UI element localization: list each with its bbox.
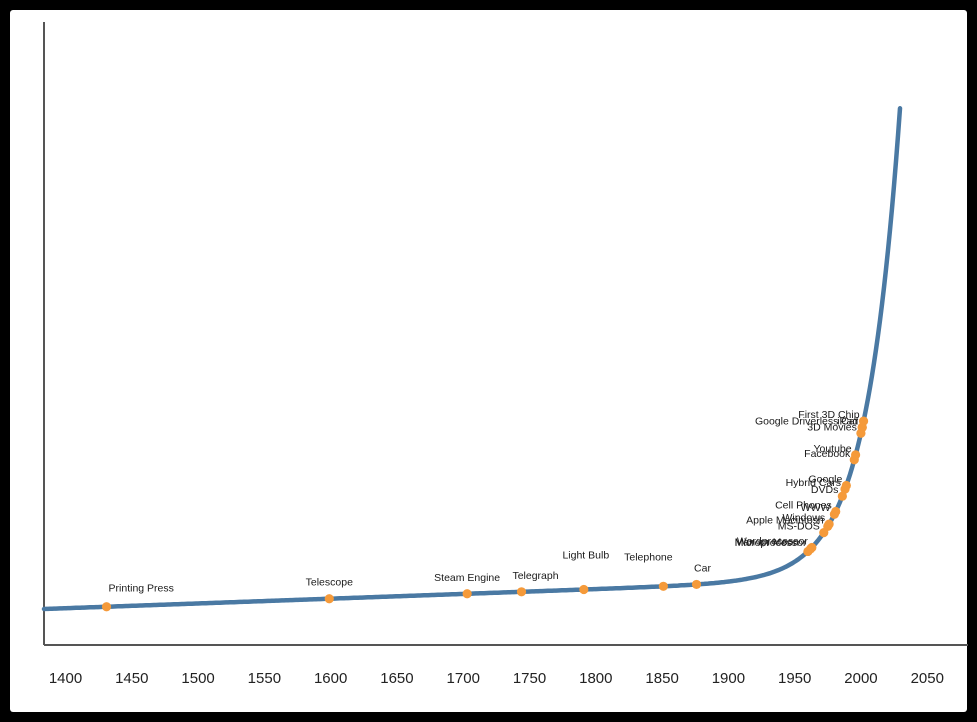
x-tick-label: 1500 <box>181 670 214 687</box>
growth-curve <box>41 106 903 612</box>
event-marker <box>516 587 527 597</box>
event-marker <box>837 491 847 501</box>
event-label: Steam Engine <box>434 572 500 584</box>
x-tick-label: 1850 <box>645 670 678 687</box>
event-markers <box>101 416 869 612</box>
x-tick-labels: 1400 1450 1500 1550 1600 1650 1700 1750 1800 1850… <box>49 670 944 687</box>
x-tick-label: 1750 <box>513 670 546 687</box>
x-tick-label: 1950 <box>778 670 811 687</box>
event-label: DVDs <box>811 484 838 496</box>
x-tick-label: 1700 <box>447 670 480 687</box>
x-tick-label: 1600 <box>314 670 347 687</box>
event-label: Cell Phones <box>775 500 832 512</box>
event-label: Facebook <box>804 448 851 460</box>
event-marker <box>831 506 841 517</box>
event-label: Printing Press <box>109 583 174 595</box>
event-label: Youtube <box>813 443 851 455</box>
event-label: Telegraph <box>512 570 558 582</box>
event-label: Light Bulb <box>562 550 609 562</box>
event-label: Car <box>694 562 711 574</box>
event-label: Telephone <box>624 551 673 563</box>
x-tick-label: 1800 <box>579 670 612 687</box>
event-label: Windows <box>782 512 825 524</box>
event-label: First 3D Chip <box>798 409 859 421</box>
event-marker <box>101 602 112 612</box>
curve-layer <box>41 106 903 612</box>
event-marker <box>858 416 869 426</box>
event-label: Microprocessor <box>735 537 807 549</box>
event-marker <box>807 542 817 553</box>
event-label: iPad <box>837 415 858 427</box>
event-label: Hybrid Cars <box>786 477 841 489</box>
x-tick-label: 1550 <box>248 670 281 687</box>
x-tick-label: 1400 <box>49 670 82 687</box>
event-marker <box>849 455 859 465</box>
event-marker <box>462 589 472 599</box>
event-label: Wordprecessor <box>737 536 809 548</box>
event-marker <box>691 579 702 590</box>
event-label: Telescope <box>306 577 353 589</box>
event-marker <box>824 519 834 529</box>
event-labels: Printing Press Telescope Steam Engine Teleg… <box>109 409 860 595</box>
event-label: Apple Macintosh <box>746 514 824 526</box>
x-tick-label: 1450 <box>115 670 148 687</box>
event-label: Google Driverless Car <box>755 415 859 427</box>
x-tick-label: 2000 <box>844 670 877 687</box>
event-marker <box>324 594 334 604</box>
event-label: WWW <box>801 502 831 514</box>
event-marker <box>579 584 589 595</box>
event-label: Man on Moon <box>735 536 799 548</box>
axes <box>43 22 968 646</box>
event-label: MS-DOS <box>778 521 820 533</box>
event-marker <box>841 480 851 491</box>
event-marker <box>658 581 668 591</box>
x-tick-label: 1900 <box>712 670 745 687</box>
event-marker <box>856 428 866 438</box>
event-label: 3D Movies <box>807 421 857 433</box>
x-tick-label: 2050 <box>911 670 944 687</box>
x-tick-label: 1650 <box>380 670 413 687</box>
event-label: Google <box>808 473 842 485</box>
